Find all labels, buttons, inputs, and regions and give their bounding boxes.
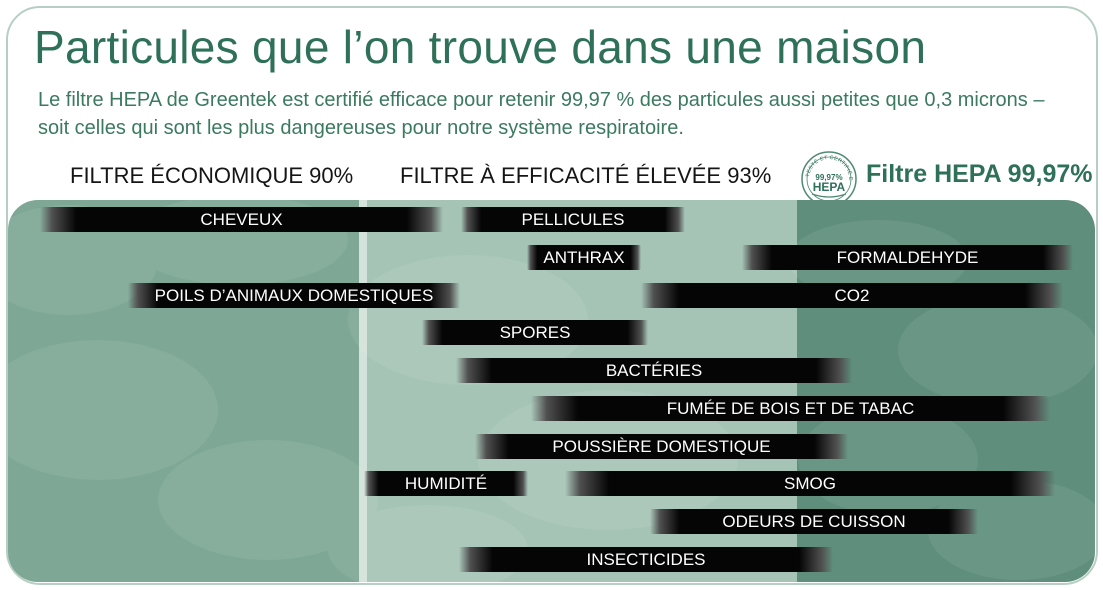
particle-label: POILS D’ANIMAUX DOMESTIQUES — [154, 286, 434, 305]
particle-label: ODEURS DE CUISSON — [722, 512, 906, 531]
page-title: Particules que l’on trouve dans une mais… — [34, 21, 927, 73]
particle-label: CO2 — [834, 286, 870, 305]
particle-label: SPORES — [499, 323, 571, 342]
particle-bar: CO2 — [641, 283, 1063, 308]
particle-label: HUMIDITÉ — [404, 474, 488, 493]
particle-label: SMOG — [784, 474, 836, 493]
label-filtre-hepa: Filtre HEPA 99,97% — [866, 160, 1093, 188]
particle-bar: ODEURS DE CUISSON — [650, 509, 978, 534]
particle-bar: CHEVEUX — [40, 207, 443, 232]
particle-bar: PELLICULES — [461, 207, 685, 232]
seal-hepa-label: HEPA — [813, 180, 846, 194]
seal-percent: 99,97% — [815, 173, 842, 182]
particle-bar: HUMIDITÉ — [364, 471, 528, 496]
particle-bar: POILS D’ANIMAUX DOMESTIQUES — [128, 283, 460, 308]
particle-label: POUSSIÈRE DOMESTIQUE — [552, 437, 771, 456]
particle-label: INSECTICIDES — [586, 550, 706, 569]
particle-bar: INSECTICIDES — [459, 547, 833, 572]
zone-filtre-economique — [8, 200, 359, 582]
particle-bar: BACTÉRIES — [456, 358, 852, 383]
hepa-certified-seal-icon: TESTÉ ET CERTIFIÉ EFFICACE 99,97% HEPA — [800, 150, 857, 207]
particle-bar: ANTHRAX — [527, 245, 641, 270]
background-pebbles — [8, 200, 1095, 582]
label-filtre-efficacite-elevee: FILTRE À EFFICACITÉ ÉLEVÉE 93% — [400, 163, 772, 188]
label-filtre-economique: FILTRE ÉCONOMIQUE 90% — [70, 163, 354, 188]
particle-label: FORMALDEHYDE — [836, 248, 979, 267]
particle-label: FUMÉE DE BOIS ET DE TABAC — [666, 399, 915, 418]
particle-bar: FUMÉE DE BOIS ET DE TABAC — [531, 396, 1050, 421]
particle-label: PELLICULES — [521, 210, 625, 229]
particle-label: CHEVEUX — [200, 210, 283, 229]
particle-bar: FORMALDEHYDE — [742, 245, 1073, 270]
particle-label: BACTÉRIES — [605, 361, 703, 380]
particle-bar: SMOG — [565, 471, 1055, 496]
particle-bar: POUSSIÈRE DOMESTIQUE — [475, 434, 848, 459]
page-subtitle: Le filtre HEPA de Greentek est certifié … — [38, 89, 1045, 139]
particle-chart-panel: CHEVEUX PELLICULES ANTHRAX FORMALDEHYDE POIL… — [8, 200, 1095, 582]
zone-divider — [359, 200, 367, 582]
particle-label: ANTHRAX — [543, 248, 625, 267]
particle-bar: SPORES — [422, 320, 648, 345]
